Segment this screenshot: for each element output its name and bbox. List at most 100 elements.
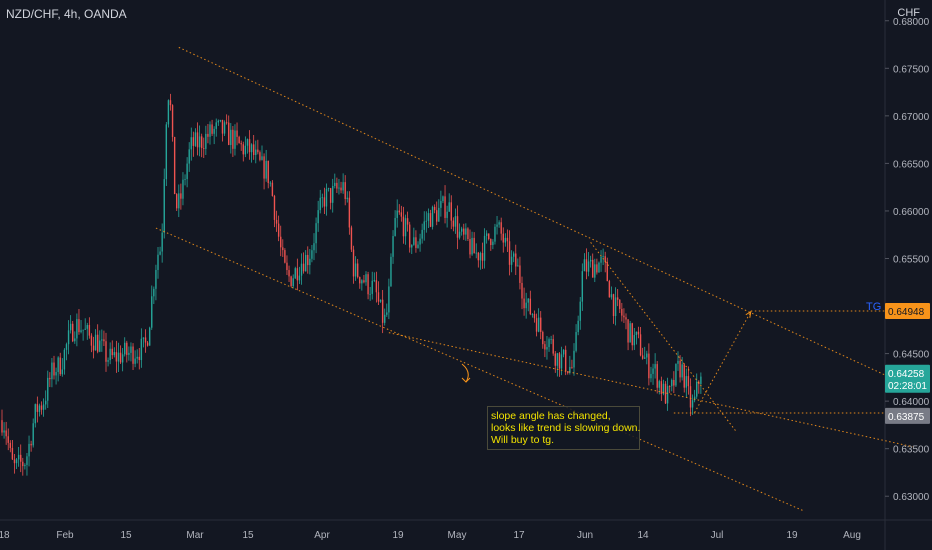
candle-body-177 bbox=[369, 293, 371, 295]
candle-body-31 bbox=[65, 344, 68, 350]
candle-body-245 bbox=[510, 256, 513, 265]
symbol-title[interactable]: NZD/CHF, 4h, OANDA bbox=[6, 7, 127, 21]
candle-body-280 bbox=[583, 259, 586, 272]
candle-body-77 bbox=[161, 232, 163, 252]
candle-body-278 bbox=[579, 301, 581, 321]
candle-body-189 bbox=[394, 217, 396, 237]
candle-body-219 bbox=[456, 216, 459, 238]
x-tick-label-8: 17 bbox=[513, 530, 525, 541]
candle-body-3 bbox=[7, 436, 9, 443]
candle-body-138 bbox=[288, 270, 290, 277]
candle-body-156 bbox=[325, 188, 328, 207]
candle-body-44 bbox=[92, 345, 95, 351]
candle-body-109 bbox=[228, 122, 230, 145]
candle-body-39 bbox=[82, 329, 84, 331]
candle-body-42 bbox=[88, 325, 91, 336]
candle-body-194 bbox=[404, 218, 407, 237]
candle-body-98 bbox=[205, 133, 207, 149]
y-tick-label-4: 0.66000 bbox=[893, 207, 930, 218]
candle-body-197 bbox=[411, 244, 413, 248]
candle-body-17 bbox=[36, 404, 39, 412]
candle-body-113 bbox=[236, 130, 238, 137]
candle-body-325 bbox=[677, 360, 679, 364]
candle-body-135 bbox=[282, 247, 284, 251]
candle-body-45 bbox=[94, 334, 97, 351]
candle-body-241 bbox=[502, 233, 504, 243]
candle-body-50 bbox=[105, 341, 107, 362]
candle-body-56 bbox=[117, 352, 120, 362]
candle-body-85 bbox=[178, 193, 180, 209]
candle-body-310 bbox=[646, 353, 648, 358]
candle-body-149 bbox=[311, 250, 313, 259]
candle-body-225 bbox=[469, 239, 471, 255]
x-tick-label-13: Aug bbox=[843, 530, 861, 541]
candle-body-127 bbox=[265, 160, 267, 179]
candle-body-140 bbox=[292, 278, 294, 287]
candle-body-68 bbox=[142, 337, 145, 339]
candle-body-126 bbox=[263, 156, 265, 179]
candle-body-62 bbox=[130, 346, 132, 353]
candle-body-256 bbox=[533, 314, 536, 319]
candle-body-315 bbox=[656, 364, 658, 388]
candle-body-330 bbox=[687, 376, 690, 387]
candle-body-114 bbox=[238, 136, 240, 144]
candle-body-273 bbox=[569, 366, 571, 373]
candle-body-92 bbox=[192, 137, 195, 146]
candle-body-195 bbox=[406, 218, 409, 225]
candle-body-168 bbox=[350, 227, 353, 250]
candle-body-259 bbox=[540, 317, 542, 332]
candle-body-73 bbox=[153, 288, 155, 297]
candle-body-336 bbox=[700, 376, 702, 385]
candle-body-159 bbox=[332, 186, 334, 203]
candle-body-67 bbox=[140, 338, 143, 361]
candle-body-196 bbox=[408, 224, 411, 248]
candle-body-243 bbox=[506, 237, 509, 242]
x-tick-label-11: Jul bbox=[711, 530, 724, 541]
candle-body-214 bbox=[446, 211, 448, 218]
candle-body-323 bbox=[673, 379, 675, 386]
candle-body-224 bbox=[467, 228, 469, 240]
angle-arc bbox=[461, 363, 469, 383]
candle-body-87 bbox=[182, 179, 184, 199]
candle-body-80 bbox=[167, 100, 170, 125]
candle-body-178 bbox=[371, 280, 373, 294]
candle-body-130 bbox=[271, 182, 274, 196]
candle-body-148 bbox=[309, 258, 311, 266]
candle-body-316 bbox=[658, 381, 660, 388]
candle-body-49 bbox=[103, 339, 105, 342]
candle-body-269 bbox=[560, 354, 563, 369]
target-arrowhead bbox=[745, 310, 752, 318]
candle-body-171 bbox=[356, 263, 359, 278]
candle-body-51 bbox=[107, 360, 109, 362]
candle-body-122 bbox=[255, 149, 257, 155]
candle-body-226 bbox=[471, 237, 473, 255]
candle-body-66 bbox=[138, 356, 140, 361]
candle-body-9 bbox=[20, 454, 22, 462]
candle-body-282 bbox=[587, 261, 590, 272]
candle-body-14 bbox=[30, 443, 32, 446]
candle-body-142 bbox=[296, 268, 299, 281]
candle-body-326 bbox=[679, 360, 681, 378]
candle-body-173 bbox=[361, 280, 363, 284]
candle-body-147 bbox=[307, 254, 309, 266]
candle-body-281 bbox=[585, 259, 588, 272]
candle-body-254 bbox=[529, 298, 532, 315]
candle-body-54 bbox=[113, 352, 116, 356]
candle-body-332 bbox=[691, 400, 694, 408]
candle-body-199 bbox=[415, 237, 417, 248]
current-price-badge-text: 0.64258 bbox=[888, 369, 925, 380]
annotation-note[interactable]: slope angle has changed, looks like tren… bbox=[487, 406, 640, 450]
candle-body-134 bbox=[280, 236, 282, 248]
candle-body-293 bbox=[610, 294, 613, 298]
candle-body-145 bbox=[302, 263, 305, 272]
candle-body-15 bbox=[32, 423, 34, 446]
candle-body-274 bbox=[571, 366, 573, 368]
candle-body-18 bbox=[38, 405, 41, 412]
candle-body-170 bbox=[354, 263, 357, 277]
candle-body-204 bbox=[425, 220, 428, 222]
candle-body-154 bbox=[321, 197, 324, 199]
candle-body-41 bbox=[86, 325, 88, 329]
candle-body-240 bbox=[500, 222, 502, 234]
